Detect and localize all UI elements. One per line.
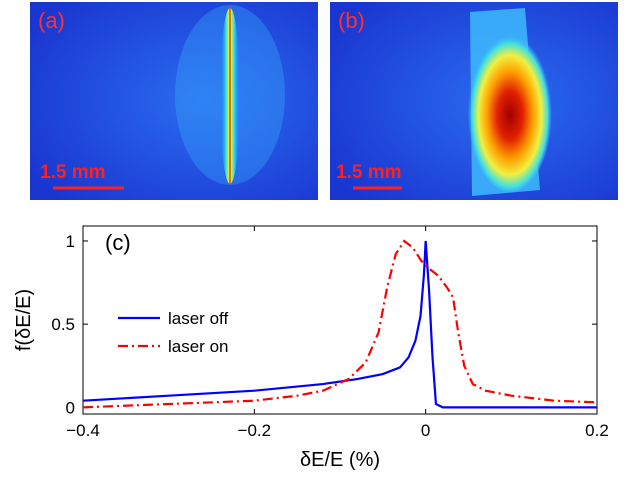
y-axis-label: f(δE/E) <box>13 289 35 351</box>
x-tick-label: −0.2 <box>238 421 272 440</box>
x-tick-label: −0.4 <box>66 421 100 440</box>
panel-label: (a) <box>38 8 65 33</box>
legend-label: laser off <box>168 309 228 328</box>
image-a <box>30 2 318 200</box>
image-b <box>330 2 618 200</box>
x-axis-label: δE/E (%) <box>300 449 380 471</box>
annotation: (c) <box>105 230 131 255</box>
plot-frame <box>82 225 598 415</box>
x-tick-label: 0.2 <box>585 421 609 440</box>
legend-label: laser on <box>168 337 228 356</box>
y-tick-label: 0.5 <box>51 315 75 334</box>
y-tick-label: 1 <box>66 232 75 251</box>
data-line <box>82 240 597 409</box>
scale-bar-label: 1.5 mm <box>336 162 401 183</box>
scale-bar-label: 1.5 mm <box>40 162 105 183</box>
x-tick-label: 0 <box>421 421 430 440</box>
panel-label: (b) <box>338 8 365 33</box>
data-line <box>82 239 598 409</box>
y-tick-label: 0 <box>66 398 75 417</box>
